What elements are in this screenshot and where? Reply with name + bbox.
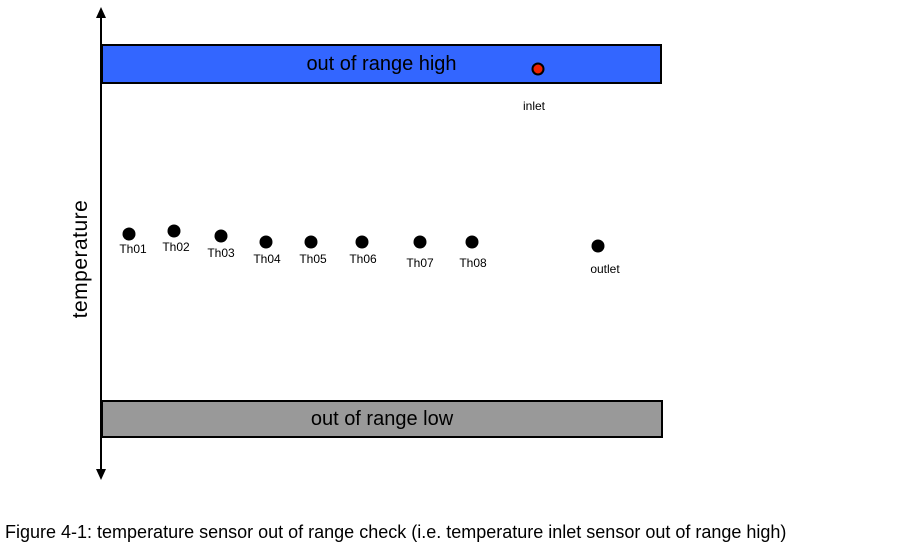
sensor-label-Th07: Th07 bbox=[406, 256, 434, 270]
band-out-of-range-low-label: out of range low bbox=[310, 407, 454, 430]
sensor-label-inlet: inlet bbox=[522, 99, 546, 113]
sensor-dot-Th08 bbox=[465, 235, 479, 249]
sensor-label-outlet: outlet bbox=[590, 262, 620, 276]
band-out-of-range-high-label: out of range high bbox=[306, 52, 457, 75]
temperature-axis-line bbox=[100, 12, 102, 474]
figure-caption: Figure 4-1: temperature sensor out of ra… bbox=[5, 522, 787, 542]
sensor-label-Th04: Th04 bbox=[253, 252, 281, 266]
sensor-dot-outlet bbox=[591, 239, 605, 253]
sensor-label-Th02: Th02 bbox=[162, 240, 190, 254]
sensor-label-Th01: Th01 bbox=[119, 242, 147, 256]
sensor-dot-Th01 bbox=[122, 227, 136, 241]
sensor-label-Th03: Th03 bbox=[207, 246, 235, 260]
band-out-of-range-high: out of range high bbox=[101, 44, 662, 84]
temperature-axis-label: temperature bbox=[69, 199, 92, 319]
sensor-dot-Th06 bbox=[355, 235, 369, 249]
sensor-dot-inlet bbox=[531, 62, 545, 76]
sensor-label-Th06: Th06 bbox=[349, 252, 377, 266]
band-out-of-range-low: out of range low bbox=[101, 400, 663, 438]
sensor-dot-Th05 bbox=[304, 235, 318, 249]
sensor-dot-Th03 bbox=[214, 229, 228, 243]
sensor-dot-Th07 bbox=[413, 235, 427, 249]
sensor-dot-Th04 bbox=[259, 235, 273, 249]
axis-arrow-down-icon bbox=[96, 469, 106, 480]
sensor-dot-Th02 bbox=[167, 224, 181, 238]
sensor-label-Th08: Th08 bbox=[459, 256, 487, 270]
sensor-label-Th05: Th05 bbox=[299, 252, 327, 266]
